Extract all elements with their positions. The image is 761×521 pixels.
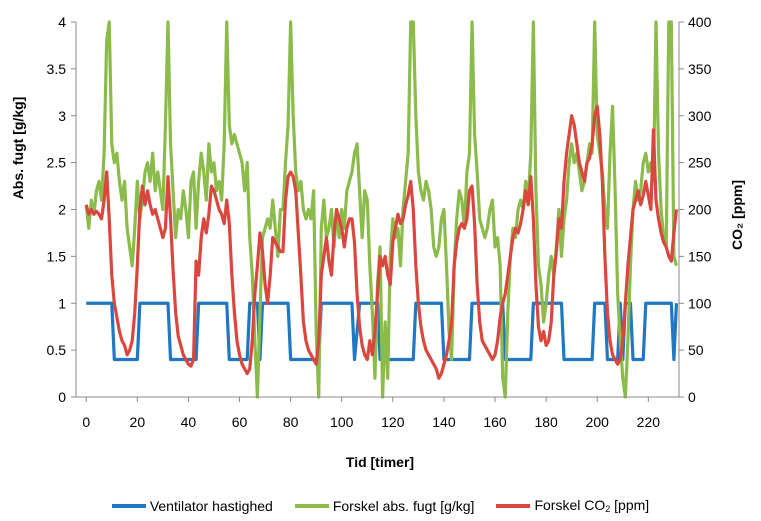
right-tick-label: 250	[688, 155, 712, 171]
series-line	[84, 104, 679, 380]
x-tick-label: 160	[483, 414, 507, 430]
right-tick-label: 100	[688, 295, 712, 311]
right-axis-title: CO₂ [ppm]	[729, 180, 745, 250]
left-tick-label: 1.5	[47, 248, 67, 264]
legend-item: Forskel CO2 [ppm]	[496, 497, 649, 514]
left-tick-label: 1	[58, 295, 66, 311]
left-tick-label: 0.5	[47, 342, 67, 358]
legend-item: Forskel abs. fugt [g/kg]	[294, 497, 475, 514]
legend-label: Ventilator hastighed	[150, 498, 273, 514]
legend-swatch	[294, 503, 329, 508]
legend-label: Forskel abs. fugt [g/kg]	[333, 498, 475, 514]
legend-subscript: 2	[605, 504, 611, 514]
legend-swatch	[496, 503, 531, 508]
x-tick-label: 80	[283, 414, 299, 430]
right-tick-label: 350	[688, 61, 712, 77]
x-tick-label: 40	[181, 414, 197, 430]
plot-area	[84, 20, 679, 399]
x-axis-title: Tid [timer]	[346, 454, 414, 470]
legend: Ventilator hastighed Forskel abs. fugt [g…	[0, 497, 761, 514]
left-tick-label: 2	[58, 202, 66, 218]
right-tick-label: 150	[688, 248, 712, 264]
left-tick-label: 3.5	[47, 61, 67, 77]
series-line	[84, 20, 678, 399]
x-tick-label: 20	[130, 414, 146, 430]
legend-text: Forskel CO	[534, 497, 606, 513]
series-forskel-co-ppm	[84, 104, 679, 380]
x-tick-label: 180	[534, 414, 558, 430]
x-tick-label: 200	[586, 414, 610, 430]
x-tick-label: 140	[432, 414, 456, 430]
x-tick-label: 120	[381, 414, 405, 430]
series-forskel-abs-fugt-g-kg	[84, 20, 678, 399]
legend-text: Ventilator hastighed	[149, 497, 273, 514]
right-tick-label: 300	[688, 108, 712, 124]
legend-text: Forskel abs. fugt [g/kg]	[332, 497, 475, 514]
left-axis-ticks: 0 0.5 1 1.5 2 2.5 3 3.5 4	[47, 14, 76, 405]
x-tick-label: 100	[330, 414, 354, 430]
x-tick-label: 220	[637, 414, 661, 430]
right-tick-label: 400	[688, 14, 712, 30]
left-tick-label: 2.5	[47, 155, 67, 171]
x-tick-label: 0	[82, 414, 90, 430]
right-tick-label: 0	[688, 389, 696, 405]
legend-item: Ventilator hastighed	[111, 497, 273, 514]
legend-text-suffix: [ppm]	[610, 497, 650, 513]
right-tick-label: 200	[688, 202, 712, 218]
series-line	[86, 301, 679, 362]
right-axis-ticks: 0 50 100 150 200 250 300 350 400	[679, 14, 712, 405]
left-axis-title: Abs. fugt [g/kg]	[10, 97, 26, 200]
legend-label: Forskel CO2 [ppm]	[534, 497, 649, 514]
x-tick-label: 60	[232, 414, 248, 430]
right-tick-label: 50	[688, 342, 704, 358]
x-axis-ticks: 0 20 40 60 80 100 120 140 160 180 200 220	[82, 397, 660, 430]
left-tick-label: 0	[58, 389, 66, 405]
legend-swatch	[111, 503, 146, 508]
left-tick-label: 4	[58, 14, 66, 30]
left-tick-label: 3	[58, 108, 66, 124]
